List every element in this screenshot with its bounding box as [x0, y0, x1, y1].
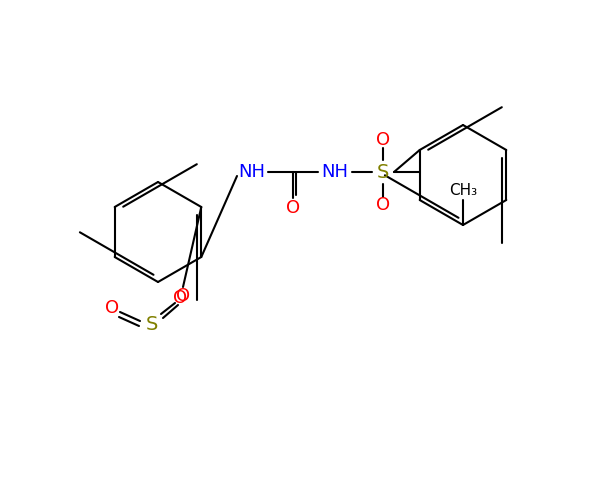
- Text: O: O: [286, 199, 300, 217]
- Text: S: S: [146, 316, 158, 335]
- Text: O: O: [376, 196, 390, 214]
- Text: O: O: [105, 299, 119, 317]
- Text: O: O: [176, 287, 190, 305]
- Text: O: O: [173, 289, 187, 307]
- Text: CH₃: CH₃: [449, 182, 477, 198]
- Text: O: O: [376, 131, 390, 149]
- Text: S: S: [377, 162, 389, 181]
- Text: NH: NH: [239, 163, 266, 181]
- Text: NH: NH: [321, 163, 348, 181]
